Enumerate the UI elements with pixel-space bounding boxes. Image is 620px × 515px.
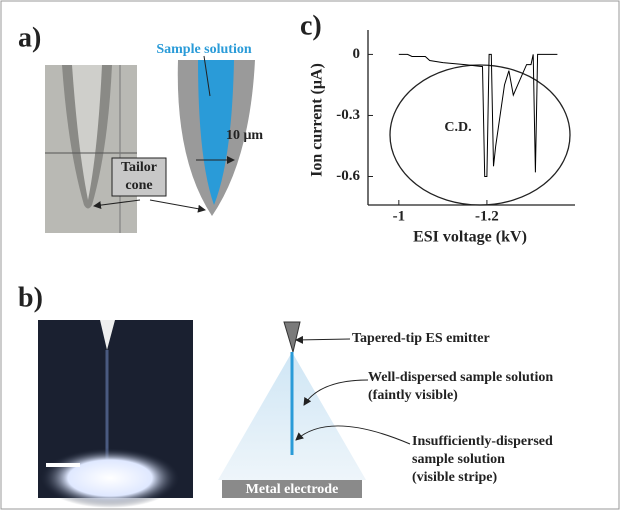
scale-bar (46, 463, 80, 467)
y-axis-label: Ion current (μA) (309, 63, 326, 177)
x-axis-label: ESI voltage (kV) (413, 229, 527, 246)
label: Insufficiently-dispersed (412, 434, 553, 449)
label: 10 μm (226, 128, 263, 143)
panel-label: b) (18, 282, 43, 313)
glow (40, 448, 180, 508)
label: Sample solution (156, 42, 252, 57)
y-tick-label: -0.6 (336, 168, 360, 184)
label: (faintly visible) (368, 388, 458, 403)
label: cone (125, 178, 152, 193)
label: Well-dispersed sample solution (368, 370, 553, 385)
panel-label: c) (300, 10, 322, 41)
label: Tailor (121, 160, 157, 175)
label: sample solution (412, 452, 505, 467)
y-tick-label: -0.3 (336, 107, 360, 123)
annotation: C.D. (444, 120, 471, 135)
label: (visible stripe) (412, 470, 497, 485)
x-tick-label: -1.2 (475, 208, 499, 224)
label: Tapered-tip ES emitter (352, 331, 490, 346)
figure: a) b) c) Sample solution 10 μm Tailor co… (0, 0, 620, 510)
panel-label: a) (18, 22, 41, 53)
x-tick-label: -1 (393, 208, 406, 224)
y-tick-label: 0 (353, 46, 361, 62)
label: Metal electrode (246, 482, 339, 497)
